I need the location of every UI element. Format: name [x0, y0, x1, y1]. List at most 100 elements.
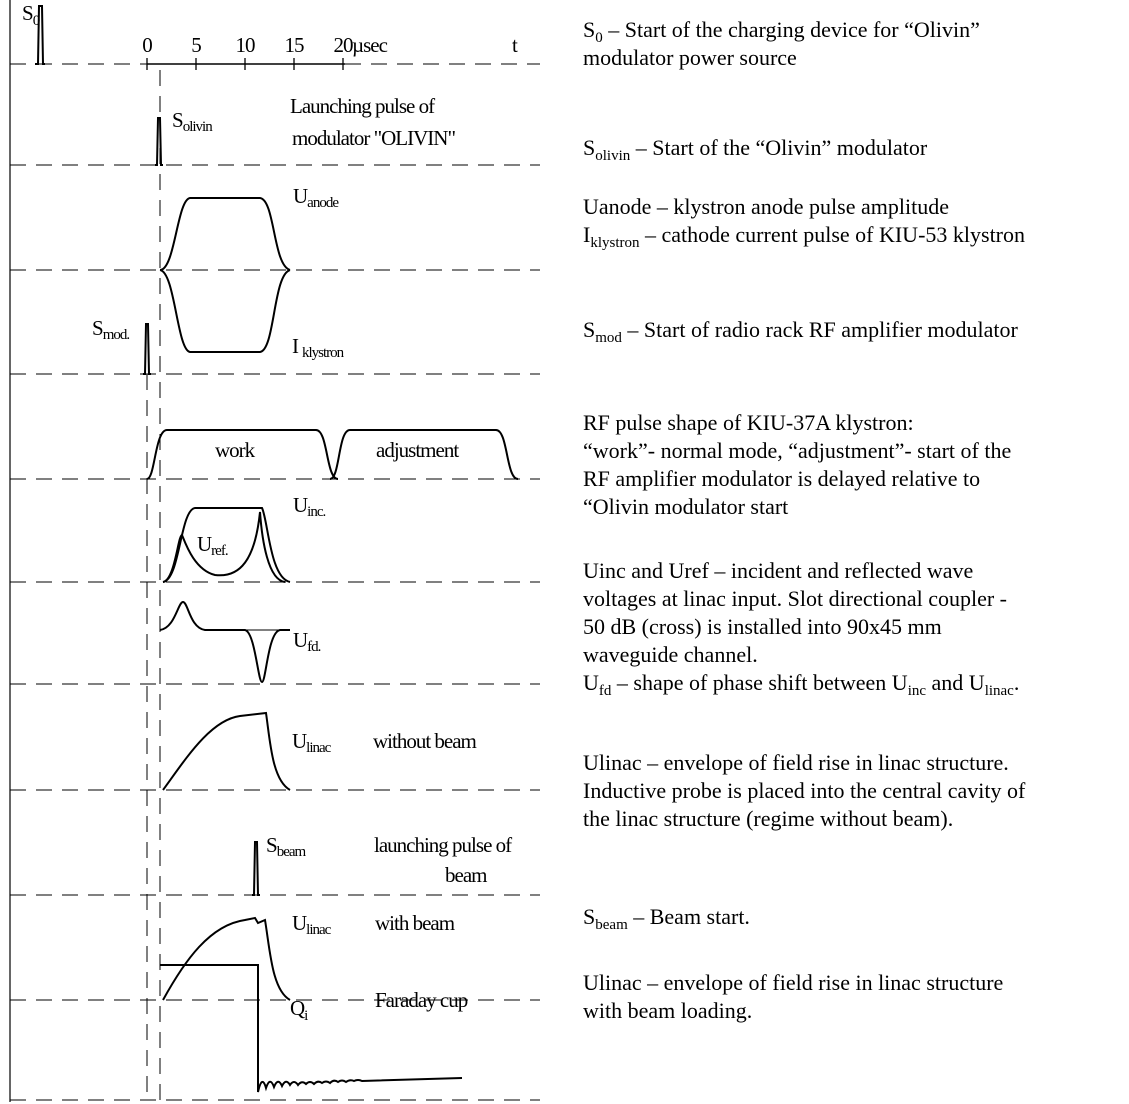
diagram-labels: S0 Launching pulse of modulator "OLIVIN"…: [22, 1, 513, 1024]
text-run: S: [583, 135, 595, 160]
text-run: .: [1014, 670, 1020, 695]
beam-note: beam: [445, 863, 487, 887]
label-base: S: [172, 108, 183, 132]
subscript: linac: [985, 683, 1014, 699]
label-u-anode: Uanode: [293, 184, 339, 211]
subscript: klystron: [590, 235, 640, 251]
subscript: fd: [599, 683, 612, 699]
text-run: – Start of the “Olivin” modulator: [630, 135, 928, 160]
text-run: modulator power source: [583, 45, 797, 70]
s-olivin-pulse: [155, 117, 163, 166]
tick-label: 5: [191, 33, 201, 57]
axis-unit: µsec: [352, 33, 388, 57]
olivin-note: Launching pulse of: [290, 94, 435, 118]
subscript: 0: [595, 30, 603, 46]
label-base: Q: [290, 996, 305, 1020]
text-run: Ulinac – envelope of field rise in linac…: [583, 750, 1009, 775]
description-line: Ulinac – envelope of field rise in linac…: [583, 970, 1003, 995]
label-q-i: Qi: [290, 996, 308, 1024]
description-line: Uinc and Uref – incident and reflected w…: [583, 558, 973, 583]
faraday-cup-signal: [160, 964, 463, 1093]
grid: [9, 0, 540, 1102]
label-base: S: [22, 1, 33, 25]
text-run: and U: [926, 670, 985, 695]
label-sub: i: [304, 1008, 308, 1024]
olivin-note: modulator "OLIVIN": [292, 126, 455, 150]
description-line: voltages at linac input. Slot directiona…: [583, 586, 1007, 611]
rf-work: [146, 429, 339, 480]
text-run: I: [583, 222, 590, 247]
text-run: RF pulse shape of KIU-37A klystron:: [583, 410, 914, 435]
beam-note: launching pulse of: [374, 833, 512, 857]
description-line: Smod – Start of radio rack RF amplifier …: [583, 317, 1018, 346]
u-anode: [159, 197, 291, 271]
label-base: U: [197, 532, 212, 556]
text-run: S: [583, 904, 595, 929]
text-run: Uanode – klystron anode pulse amplitude: [583, 194, 949, 219]
description-line: modulator power source: [583, 45, 797, 70]
text-run: U: [583, 670, 599, 695]
label-base: U: [293, 184, 308, 208]
row-separators: [10, 63, 540, 1101]
label-u-ref: Uref.: [197, 532, 228, 559]
label-s0: S0: [22, 1, 40, 29]
description-line: 50 dB (cross) is installed into 90x45 mm: [583, 614, 942, 639]
subscript: olivin: [595, 148, 631, 164]
text-run: Ulinac – envelope of field rise in linac…: [583, 970, 1003, 995]
tick-label: 10: [236, 33, 256, 57]
label-sub: anode: [307, 195, 339, 211]
description-line: with beam loading.: [583, 998, 752, 1023]
tick-label: 15: [285, 33, 305, 57]
u-linac-beam: [162, 916, 291, 1001]
label-sub: linac: [306, 740, 331, 756]
descriptions: S0 – Start of the charging device for “O…: [583, 17, 1026, 1023]
label-sub: mod.: [103, 327, 130, 343]
description-line: Inductive probe is placed into the centr…: [583, 778, 1026, 803]
label-base: U: [292, 729, 307, 753]
text-run: waveguide channel.: [583, 642, 758, 667]
tick-label: 0: [142, 33, 152, 57]
u-fd: [159, 600, 290, 684]
label-without-beam: without beam: [373, 729, 477, 753]
text-run: – cathode current pulse of KIU-53 klystr…: [640, 222, 1026, 247]
description-line: Ufd – shape of phase shift between Uinc …: [583, 670, 1019, 699]
label-base: S: [92, 316, 103, 340]
label-sub: ref.: [211, 543, 228, 559]
label-base: U: [293, 628, 308, 652]
waveforms: [35, 5, 519, 1093]
subscript: inc: [908, 683, 927, 699]
description-line: Ulinac – envelope of field rise in linac…: [583, 750, 1009, 775]
label-base: I: [292, 334, 299, 358]
u-ref: [162, 511, 286, 583]
text-run: RF amplifier modulator is delayed relati…: [583, 466, 980, 491]
rf-adjustment: [329, 429, 519, 480]
label-u-fd: Ufd.: [293, 628, 321, 655]
label-faraday: Faraday cup: [375, 988, 468, 1012]
i-klystron: [159, 269, 291, 353]
text-run: voltages at linac input. Slot directiona…: [583, 586, 1007, 611]
s-beam-pulse: [252, 841, 260, 896]
description-line: RF amplifier modulator is delayed relati…: [583, 466, 980, 491]
time-axis-ticks: µsec t 0 5 10 15 20: [142, 33, 519, 70]
label-sub: olivin: [183, 119, 214, 135]
text-run: – shape of phase shift between U: [611, 670, 907, 695]
label-base: U: [293, 493, 308, 517]
label-sub: inc.: [307, 504, 325, 520]
s0-pulse: [35, 5, 45, 65]
description-line: the linac structure (regime without beam…: [583, 806, 953, 831]
description-line: Sbeam – Beam start.: [583, 904, 750, 933]
description-line: Iklystron – cathode current pulse of KIU…: [583, 222, 1025, 251]
text-run: “work”- normal mode, “adjustment”- start…: [583, 438, 1011, 463]
label-s-beam: Sbeam: [266, 833, 307, 860]
description-line: S0 – Start of the charging device for “O…: [583, 17, 980, 46]
text-run: “Olivin modulator start: [583, 494, 788, 519]
label-base: S: [266, 833, 277, 857]
label-work: work: [215, 438, 256, 462]
text-run: Uinc and Uref – incident and reflected w…: [583, 558, 973, 583]
label-sub: fd.: [307, 639, 320, 655]
description-line: Uanode – klystron anode pulse amplitude: [583, 194, 949, 219]
description-line: waveguide channel.: [583, 642, 758, 667]
text-run: S: [583, 17, 595, 42]
subscript: beam: [595, 917, 628, 933]
